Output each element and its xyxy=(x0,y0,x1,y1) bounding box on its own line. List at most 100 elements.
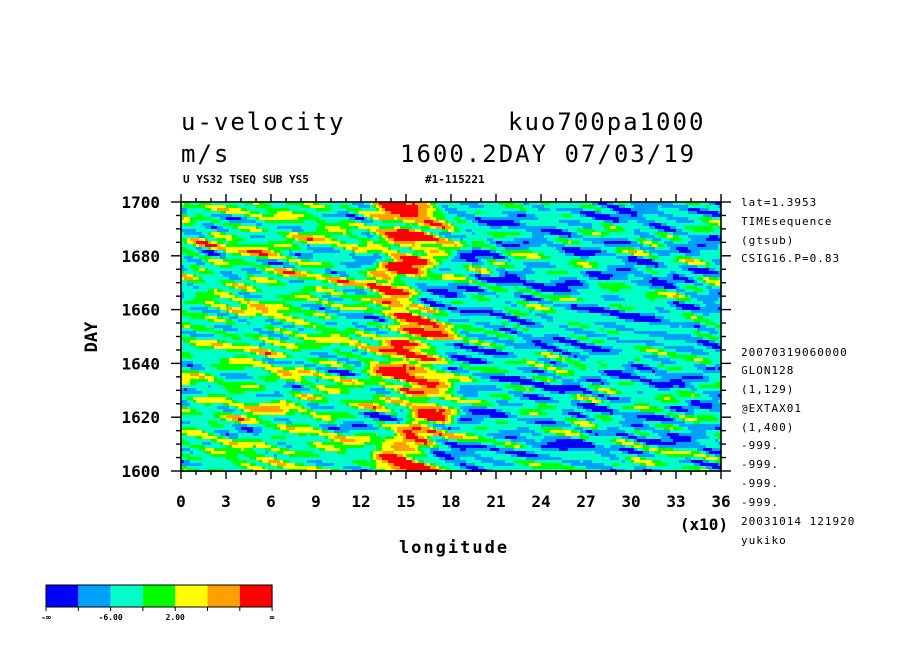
heatmap-cell xyxy=(700,331,709,334)
heatmap-cell xyxy=(586,343,595,346)
heatmap-cell xyxy=(193,451,205,454)
heatmap-cell xyxy=(472,295,484,298)
heatmap-cell xyxy=(616,250,622,253)
heatmap-cell xyxy=(454,394,463,397)
heatmap-cell xyxy=(607,364,622,367)
heatmap-cell xyxy=(343,292,346,295)
heatmap-cell xyxy=(355,334,361,337)
heatmap-cell xyxy=(229,358,253,361)
heatmap-cell xyxy=(217,307,220,310)
heatmap-cell xyxy=(262,340,265,343)
heatmap-cell xyxy=(283,265,295,268)
heatmap-cell xyxy=(304,340,316,343)
heatmap-cell xyxy=(304,280,322,283)
heatmap-cell xyxy=(715,229,721,232)
heatmap-cell xyxy=(718,400,721,403)
y-tick-label: 1600 xyxy=(121,462,160,481)
heatmap-cell xyxy=(520,208,526,211)
heatmap-cell xyxy=(337,307,340,310)
heatmap-cell xyxy=(637,241,640,244)
heatmap-cell xyxy=(463,394,478,397)
info-line: 20031014 121920 xyxy=(741,515,856,528)
heatmap-cell xyxy=(673,439,691,442)
heatmap-cell xyxy=(322,280,328,283)
heatmap-cell xyxy=(226,238,232,241)
heatmap-cell xyxy=(709,451,721,454)
heatmap-cell xyxy=(457,367,463,370)
heatmap-cell xyxy=(202,442,211,445)
heatmap-cell xyxy=(478,286,481,289)
heatmap-cell xyxy=(532,340,541,343)
heatmap-cell xyxy=(454,385,460,388)
heatmap-cell xyxy=(559,334,571,337)
heatmap-cell xyxy=(340,448,346,451)
heatmap-cell xyxy=(448,334,454,337)
heatmap-cell xyxy=(406,415,412,418)
heatmap-cell xyxy=(526,304,541,307)
heatmap-cell xyxy=(265,388,292,391)
heatmap-cell xyxy=(454,325,472,328)
heatmap-cell xyxy=(367,229,370,232)
heatmap-cell xyxy=(583,391,592,394)
heatmap-cell xyxy=(352,349,358,352)
heatmap-cell xyxy=(475,214,508,217)
heatmap-cell xyxy=(472,241,484,244)
heatmap-cell xyxy=(313,256,352,259)
heatmap-cell xyxy=(349,274,364,277)
heatmap-cell xyxy=(202,259,205,262)
heatmap-cell xyxy=(340,343,349,346)
heatmap-cell xyxy=(529,328,565,331)
heatmap-cell xyxy=(607,391,616,394)
heatmap-cell xyxy=(292,331,298,334)
heatmap-cell xyxy=(556,361,562,364)
heatmap-cell xyxy=(496,250,502,253)
heatmap-cell xyxy=(694,415,697,418)
heatmap-cell xyxy=(376,409,391,412)
heatmap-cell xyxy=(373,352,376,355)
heatmap-cell xyxy=(562,358,565,361)
heatmap-cell xyxy=(634,433,640,436)
heatmap-cell xyxy=(307,409,313,412)
axis-ticks xyxy=(171,194,731,479)
heatmap-cell xyxy=(592,421,619,424)
heatmap-cell xyxy=(220,265,232,268)
heatmap-cell xyxy=(427,436,430,439)
info-line: (1,129) xyxy=(741,383,795,396)
heatmap-cell xyxy=(622,370,634,373)
heatmap-cell xyxy=(409,295,412,298)
heatmap-cell xyxy=(520,316,541,319)
heatmap-cell xyxy=(541,445,595,448)
heatmap-cell xyxy=(334,247,343,250)
heatmap-cell xyxy=(607,403,610,406)
heatmap-cell xyxy=(196,244,199,247)
heatmap-cell xyxy=(649,280,667,283)
heatmap-cell xyxy=(577,418,586,421)
heatmap-cell xyxy=(553,352,559,355)
heatmap-cell xyxy=(367,250,382,253)
heatmap-cell xyxy=(313,373,319,376)
heatmap-cell xyxy=(598,361,601,364)
heatmap-cell xyxy=(430,217,436,220)
heatmap-cell xyxy=(199,271,214,274)
heatmap-cell xyxy=(706,244,718,247)
heatmap-cell xyxy=(616,316,619,319)
heatmap-cell xyxy=(241,223,256,226)
heatmap-cell xyxy=(547,343,553,346)
heatmap-cell xyxy=(595,403,598,406)
heatmap-cell xyxy=(280,391,289,394)
heatmap-cell xyxy=(478,436,484,439)
heatmap-cell xyxy=(337,382,343,385)
heatmap-cell xyxy=(502,226,508,229)
heatmap-cell xyxy=(454,457,460,460)
heatmap-cell xyxy=(391,247,409,250)
heatmap-cell xyxy=(562,457,610,460)
heatmap-cell xyxy=(643,421,661,424)
heatmap-cell xyxy=(292,250,313,253)
heatmap-cell xyxy=(454,463,460,466)
heatmap-cell xyxy=(676,220,694,223)
heatmap-cell xyxy=(589,415,595,418)
heatmap-cell xyxy=(223,223,241,226)
heatmap-cell xyxy=(277,295,295,298)
heatmap-cell xyxy=(514,445,520,448)
heatmap-cell xyxy=(652,367,658,370)
